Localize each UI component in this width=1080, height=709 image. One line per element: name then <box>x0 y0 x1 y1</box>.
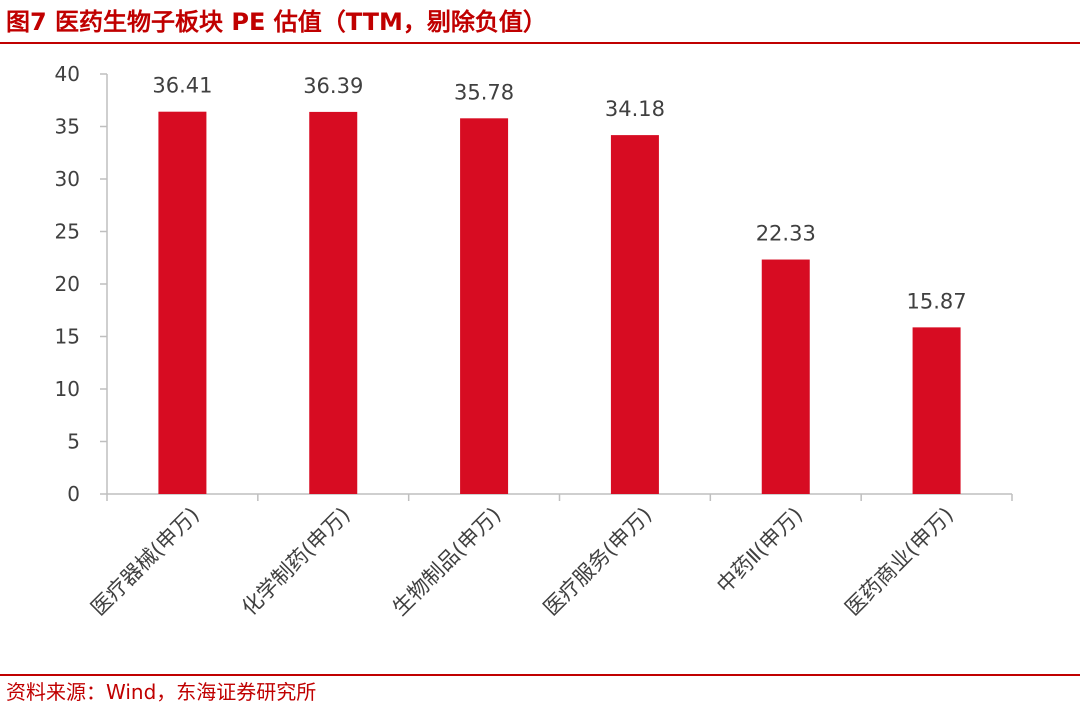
source-divider <box>0 674 1080 676</box>
y-tick-label: 25 <box>55 220 80 244</box>
bar <box>912 327 961 494</box>
source-note: 资料来源：Wind，东海证券研究所 <box>6 680 317 704</box>
data-label: 35.78 <box>454 80 514 104</box>
category-label: 中药Ⅱ(申万) <box>712 503 807 598</box>
category-label: 医药商业(申万) <box>840 503 958 621</box>
y-tick-label: 30 <box>55 167 80 191</box>
category-label: 生物制品(申万) <box>388 503 506 621</box>
bar <box>309 111 358 494</box>
title-divider <box>0 42 1080 44</box>
category-label: 医疗器械(申万) <box>86 503 204 621</box>
bar <box>610 135 659 495</box>
y-tick-label: 35 <box>55 115 80 139</box>
y-tick-label: 5 <box>67 430 80 454</box>
data-label: 36.39 <box>303 74 363 98</box>
data-label: 36.41 <box>152 74 212 98</box>
category-label: 医疗服务(申万) <box>539 503 657 621</box>
y-tick-label: 15 <box>55 325 80 349</box>
y-tick-label: 40 <box>55 62 80 86</box>
figure-title: 图7 医药生物子板块 PE 估值（TTM，剔除负值） <box>6 8 547 36</box>
y-tick-label: 10 <box>55 377 80 401</box>
y-tick-label: 20 <box>55 272 80 296</box>
bar <box>460 118 509 494</box>
data-label: 15.87 <box>907 289 967 313</box>
data-label: 34.18 <box>605 97 665 121</box>
y-tick-label: 0 <box>67 482 80 506</box>
data-label: 22.33 <box>756 222 816 246</box>
category-label: 化学制药(申万) <box>237 503 355 621</box>
bar-chart: 0 5 10 15 20 25 30 35 40 36.41 医疗器械(申万) 36.39 化学制药(申… <box>55 62 1013 621</box>
bar <box>761 259 810 494</box>
bar <box>158 111 207 494</box>
